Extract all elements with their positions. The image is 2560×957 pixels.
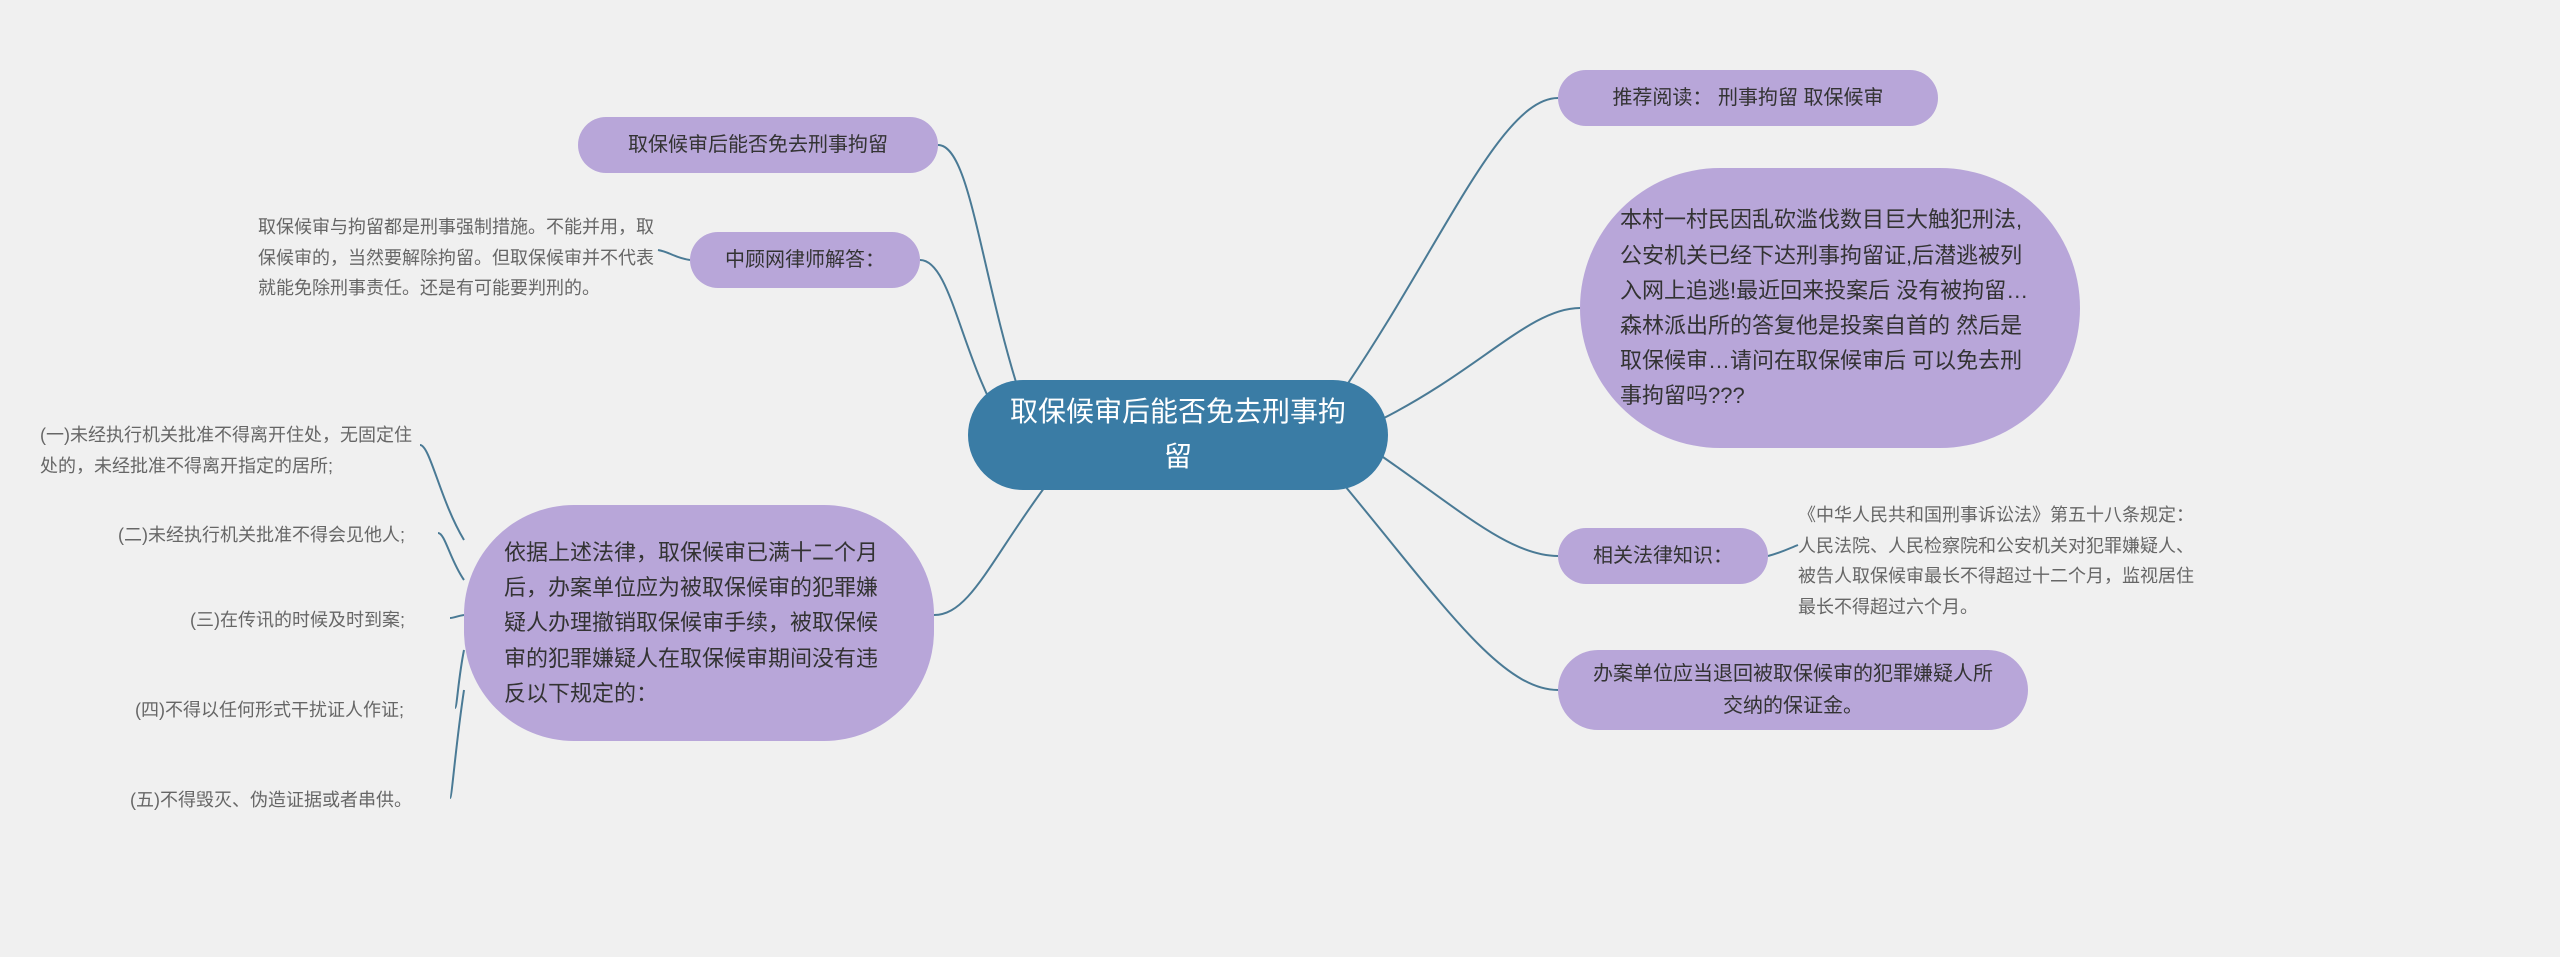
root-label: 取保候审后能否免去刑事拘留	[998, 390, 1358, 480]
branch-label: 依据上述法律，取保候审已满十二个月后，办案单位应为被取保候审的犯罪嫌疑人办理撤销…	[504, 535, 894, 711]
branch-label: 推荐阅读： 刑事拘留 取保候审	[1612, 82, 1883, 114]
branch-b1: 取保候审后能否免去刑事拘留	[578, 117, 938, 173]
branch-b6: 相关法律知识：	[1558, 528, 1768, 584]
branch-b5: 本村一村民因乱砍滥伐数目巨大触犯刑法,公安机关已经下达刑事拘留证,后潜逃被列入网…	[1580, 168, 2080, 448]
leaf-b3-2: (三)在传讯的时候及时到案;	[190, 605, 450, 636]
leaf-b3-1: (二)未经执行机关批准不得会见他人;	[118, 520, 438, 551]
branch-b2: 中顾网律师解答：	[690, 232, 920, 288]
leaf-b3-3: (四)不得以任何形式干扰证人作证;	[135, 695, 455, 726]
leaf-b2-0: 取保候审与拘留都是刑事强制措施。不能并用，取保候审的，当然要解除拘留。但取保候审…	[258, 212, 658, 304]
branch-label: 本村一村民因乱砍滥伐数目巨大触犯刑法,公安机关已经下达刑事拘留证,后潜逃被列入网…	[1620, 202, 2040, 413]
branch-label: 中顾网律师解答：	[725, 244, 885, 276]
leaf-b3-0: (一)未经执行机关批准不得离开住处，无固定住处的，未经批准不得离开指定的居所;	[40, 420, 420, 481]
branch-label: 相关法律知识：	[1593, 540, 1733, 572]
branch-label: 办案单位应当退回被取保候审的犯罪嫌疑人所交纳的保证金。	[1586, 658, 2000, 722]
leaf-b6-0: 《中华人民共和国刑事诉讼法》第五十八条规定：人民法院、人民检察院和公安机关对犯罪…	[1798, 500, 2198, 622]
root-node: 取保候审后能否免去刑事拘留	[968, 380, 1388, 490]
branch-b3: 依据上述法律，取保候审已满十二个月后，办案单位应为被取保候审的犯罪嫌疑人办理撤销…	[464, 505, 934, 741]
branch-b4: 推荐阅读： 刑事拘留 取保候审	[1558, 70, 1938, 126]
branch-label: 取保候审后能否免去刑事拘留	[628, 129, 888, 161]
branch-b7: 办案单位应当退回被取保候审的犯罪嫌疑人所交纳的保证金。	[1558, 650, 2028, 730]
leaf-b3-4: (五)不得毁灭、伪造证据或者串供。	[130, 785, 450, 816]
